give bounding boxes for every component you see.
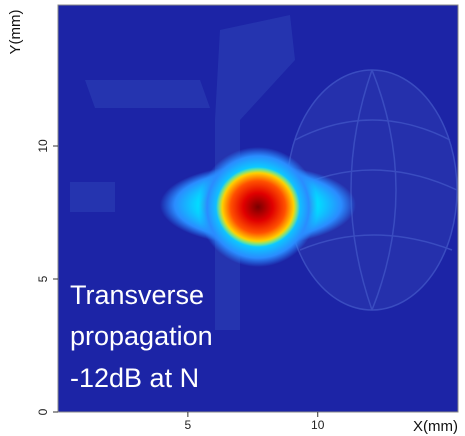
field-peak (216, 167, 300, 247)
y-axis-label: Y(mm) (7, 10, 24, 55)
x-axis-label: X(mm) (413, 418, 458, 435)
annotation-line: Transverse (70, 280, 204, 310)
ghost-shape (70, 182, 115, 212)
ghost-globe-lines (289, 69, 458, 311)
annotation-line: propagation (70, 321, 213, 351)
plot-frame (57, 4, 459, 413)
y-tick-label: 0 (36, 408, 50, 415)
y-tick-label: 5 (36, 275, 50, 282)
x-tick-label: 10 (311, 418, 325, 432)
annotation-line: -12dB at N (70, 363, 199, 393)
ghost-shape (85, 80, 210, 108)
x-tick-label: 5 (185, 418, 192, 432)
plot-area (57, 4, 459, 413)
y-tick-label: 10 (36, 139, 50, 153)
